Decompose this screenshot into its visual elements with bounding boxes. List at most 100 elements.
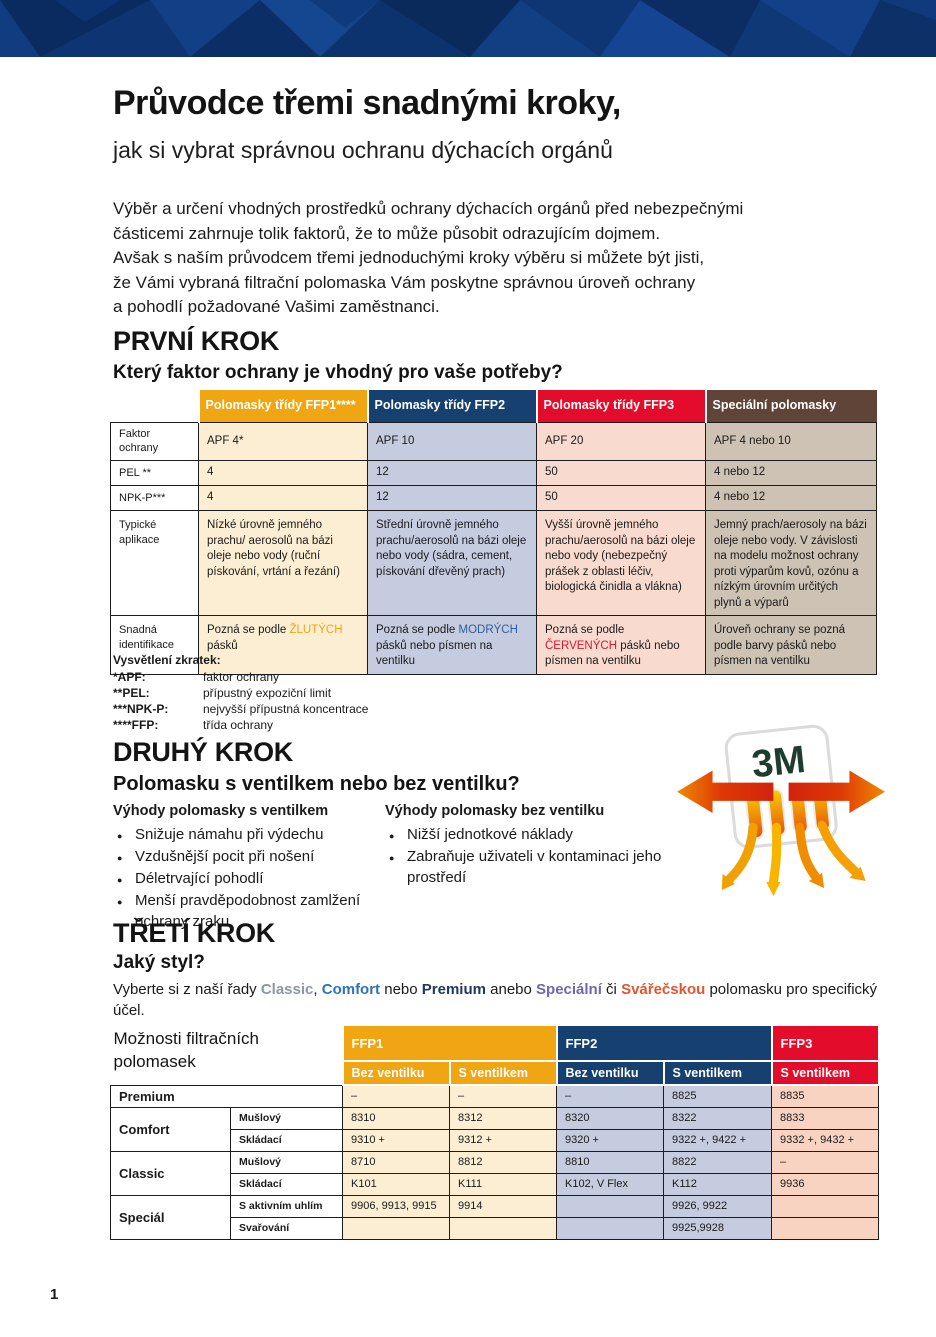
table-cell: Pozná se podle ŽLUTÝCH pásků bbox=[198, 615, 368, 675]
table-cell: 8825 bbox=[663, 1084, 773, 1108]
table-cell: K111 bbox=[448, 1172, 558, 1196]
table-row: Snadná identifikace Pozná se podle ŽLUTÝ… bbox=[110, 615, 877, 675]
row-label: Typické aplikace bbox=[110, 510, 199, 617]
table-cell: 9312 + bbox=[448, 1128, 558, 1152]
table-row: Premium – – – 8825 8835 bbox=[110, 1084, 880, 1108]
table-row: Svařování 9925,9928 bbox=[111, 1216, 880, 1240]
abbreviation-item: ***NPK-P: nejvyšší přípustná koncentrace bbox=[113, 701, 368, 717]
table-cell: Pozná se podle MODRÝCH pásků nebo písmen… bbox=[367, 615, 537, 675]
banner-graphic bbox=[0, 0, 936, 57]
page-number: 1 bbox=[50, 1286, 59, 1303]
table-cell bbox=[556, 1216, 665, 1240]
table-cell: 4 bbox=[198, 485, 368, 512]
abbreviation-meaning: třída ochrany bbox=[203, 718, 274, 732]
list-item: Zabraňuje uživateli v kontaminaci jeho p… bbox=[385, 846, 685, 888]
intro-paragraph: Výběr a určení vhodných prostředků ochra… bbox=[113, 199, 744, 316]
cell-text: Pozná se podle bbox=[545, 624, 625, 637]
range-premium: Premium bbox=[421, 981, 486, 998]
table-cell: 8312 bbox=[448, 1106, 558, 1130]
row-label: Snadná identifikace bbox=[110, 615, 199, 675]
sub-header: S ventilkem bbox=[770, 1060, 880, 1086]
table-row: Typické aplikace Nízké úrovně jemného pr… bbox=[110, 510, 877, 617]
step2-subheading: Polomasku s ventilkem nebo bez ventilku? bbox=[113, 773, 520, 795]
valve-illustration: 3M bbox=[677, 724, 885, 897]
table-cell: K101 bbox=[342, 1172, 450, 1196]
row-label: Faktor ochrany bbox=[110, 421, 199, 462]
table-cell: 9906, 9913, 9915 bbox=[342, 1194, 450, 1218]
benefits-with-valve-list: Snižuje námahu při výdechu Vzdušnější po… bbox=[113, 824, 385, 932]
cell-text: pásků bbox=[207, 639, 238, 652]
column-header-special: Speciální polomasky bbox=[704, 390, 877, 422]
table-cell: APF 4* bbox=[198, 421, 368, 462]
table-cell: 50 bbox=[536, 460, 706, 487]
table-cell: 4 nebo 12 bbox=[705, 460, 877, 487]
step1-heading: PRVNÍ KROK bbox=[113, 326, 280, 356]
sub-header: Bez ventilku bbox=[555, 1060, 665, 1086]
table-cell: APF 4 nebo 10 bbox=[705, 421, 877, 462]
table-cell: 8810 bbox=[556, 1150, 665, 1174]
sub-header: S ventilkem bbox=[448, 1060, 558, 1086]
table-cell: Úroveň ochrany se pozná podle barvy pásk… bbox=[705, 615, 877, 675]
table-cell: 9332 +, 9432 + bbox=[771, 1128, 880, 1152]
benefits-with-valve: Výhody polomasky s ventilkem Snižuje nám… bbox=[113, 803, 385, 933]
paragraph-text: nebo bbox=[380, 981, 422, 998]
table-cell: 9320 + bbox=[556, 1128, 665, 1152]
abbreviation-meaning: faktor ochrany bbox=[203, 670, 280, 684]
column-header-ffp1: Polomasky třídy FFP1**** bbox=[197, 390, 368, 422]
table-cell: Vyšší úrovně jemného prachu/aerosolů na … bbox=[536, 510, 706, 617]
list-item: Menší pravděpodobnost zamlžení ochrany z… bbox=[113, 890, 385, 932]
step3-heading: TŘETÍ KROK bbox=[113, 918, 275, 948]
row-sublabel: Skládací bbox=[230, 1172, 343, 1196]
table-cell: 12 bbox=[367, 460, 537, 487]
abbreviation-item: **PEL: přípustný expoziční limit bbox=[113, 685, 368, 701]
table-cell bbox=[771, 1194, 880, 1218]
airflow-arrows-icon bbox=[721, 820, 866, 897]
abbreviation-item: *APF: faktor ochrany bbox=[113, 669, 368, 685]
valve-benefits: Výhody polomasky s ventilkem Snižuje nám… bbox=[113, 803, 685, 933]
cell-text: Úroveň ochrany se pozná podle barvy pásk… bbox=[714, 624, 846, 668]
table-cell: 9914 bbox=[448, 1194, 558, 1218]
table-cell: 4 nebo 12 bbox=[705, 485, 877, 512]
sub-header: Bez ventilku bbox=[341, 1060, 451, 1086]
group-header-ffp3: FFP3 bbox=[770, 1024, 880, 1062]
table-cell: Jemný prach/aerosoly na bázi oleje nebo … bbox=[705, 510, 877, 617]
table-row: NPK-P*** 4 12 50 4 nebo 12 bbox=[110, 485, 877, 512]
table-row: Comfort Mušlový 8310 8312 8320 8322 8833 bbox=[110, 1106, 880, 1152]
abbreviations-block: Vysvětlení zkratek: *APF: faktor ochrany… bbox=[113, 652, 368, 733]
row-sublabel: Svařování bbox=[230, 1216, 343, 1240]
abbreviations-title: Vysvětlení zkratek: bbox=[113, 653, 221, 667]
list-item: Vzdušnější pocit při nošení bbox=[113, 846, 385, 869]
color-band-word: MODRÝCH bbox=[458, 624, 518, 637]
protection-factor-table: Polomasky třídy FFP1**** Polomasky třídy… bbox=[110, 390, 877, 675]
step3-subheading: Jaký styl? bbox=[113, 952, 205, 973]
table-cell: 4 bbox=[198, 460, 368, 487]
benefits-without-valve-list: Nižší jednotkové náklady Zabraňuje uživa… bbox=[385, 824, 685, 888]
row-sublabel: Mušlový bbox=[230, 1150, 343, 1174]
table-cell bbox=[556, 1194, 665, 1218]
table-cell: 12 bbox=[367, 485, 537, 512]
cell-text: Pozná se podle bbox=[207, 624, 290, 637]
right-arrow-icon bbox=[788, 770, 885, 814]
page-title: Průvodce třemi snadnými kroky, bbox=[113, 84, 621, 122]
group-header-ffp2: FFP2 bbox=[555, 1024, 773, 1062]
table-cell: APF 10 bbox=[367, 421, 537, 462]
table-cell bbox=[771, 1216, 880, 1240]
abbreviation-meaning: přípustný expoziční limit bbox=[203, 686, 332, 700]
cell-text: pásků nebo písmen na ventilku bbox=[376, 639, 493, 668]
row-label: Premium bbox=[110, 1084, 343, 1108]
left-arrow-icon bbox=[677, 770, 774, 814]
table-cell: – bbox=[448, 1084, 558, 1108]
table-cell: – bbox=[771, 1150, 880, 1174]
table-corner-cell bbox=[110, 390, 199, 422]
table-row: Speciál S aktivním uhlím 9906, 9913, 991… bbox=[110, 1194, 880, 1240]
brand-logo: 3M bbox=[750, 738, 808, 786]
table-row: Faktor ochrany APF 4* APF 10 APF 20 APF … bbox=[110, 421, 877, 462]
color-band-word: ČERVENÝCH bbox=[545, 639, 617, 652]
table-cell: – bbox=[342, 1084, 450, 1108]
abbreviation-meaning: nejvyšší přípustná koncentrace bbox=[203, 702, 369, 716]
table-row: PEL ** 4 12 50 4 nebo 12 bbox=[110, 460, 877, 487]
page-subtitle: jak si vybrat správnou ochranu dýchacích… bbox=[113, 137, 613, 163]
cell-text: pásků nebo písmen na ventilku bbox=[545, 639, 680, 668]
table-row: Classic Mušlový 8710 8812 8810 8822 – bbox=[110, 1150, 880, 1196]
table-cell: 8320 bbox=[556, 1106, 665, 1130]
